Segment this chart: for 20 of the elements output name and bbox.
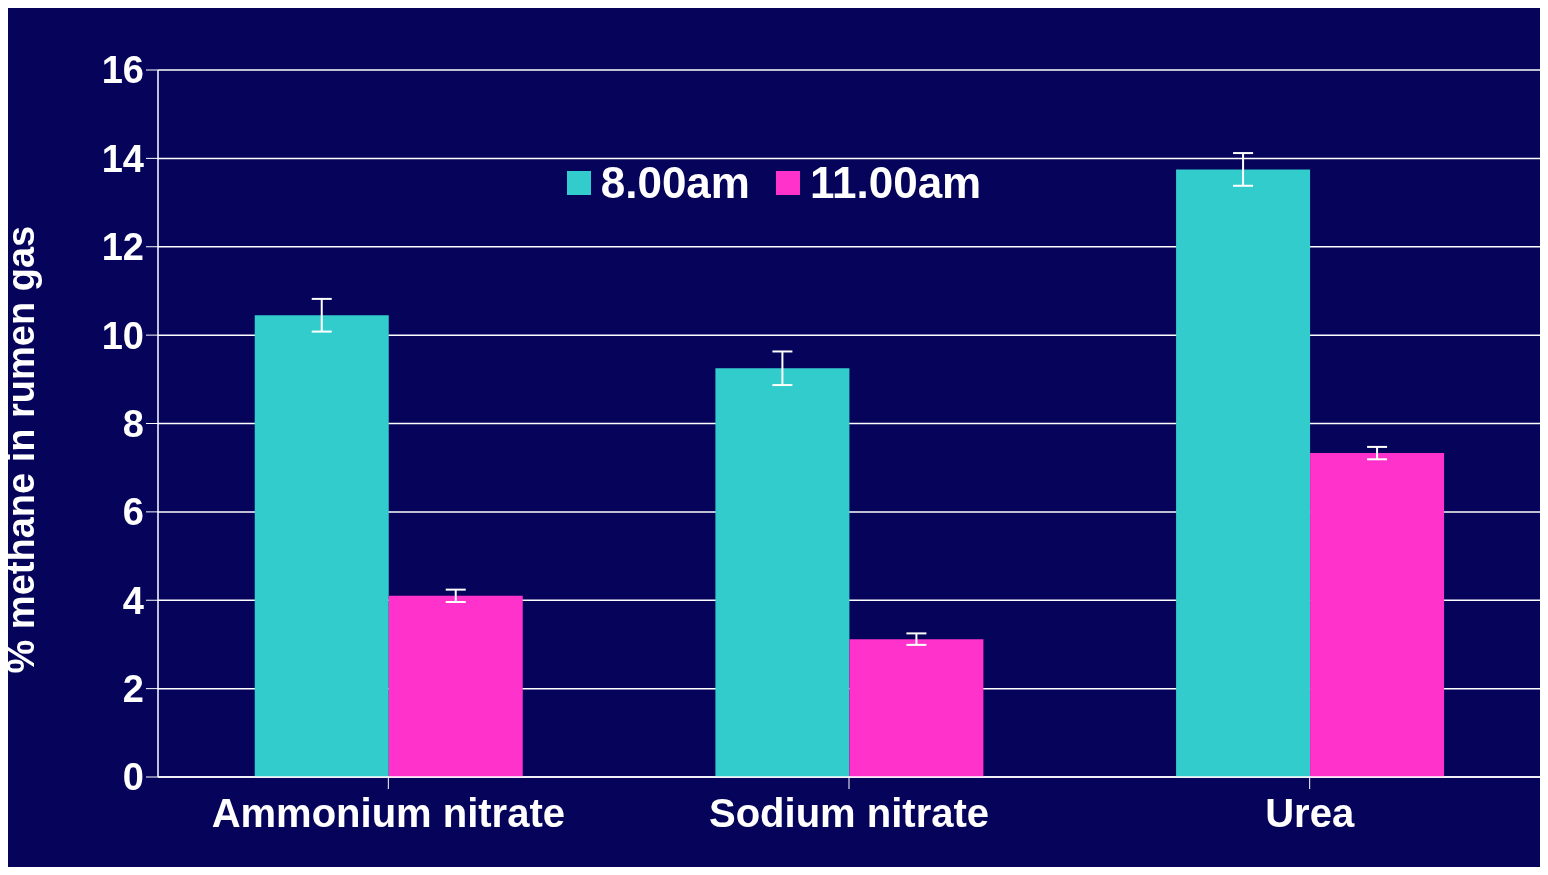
y-tick-label: 2 <box>122 668 144 711</box>
y-tick-label: 8 <box>122 402 144 445</box>
bar <box>715 368 850 777</box>
y-tick-label: 0 <box>122 756 144 799</box>
bar <box>849 639 984 777</box>
y-tick-label: 16 <box>101 49 144 92</box>
bar <box>1310 453 1445 777</box>
y-tick-label: 12 <box>101 226 144 269</box>
y-tick-label: 6 <box>122 491 144 534</box>
bar <box>388 595 523 777</box>
bar <box>1176 169 1311 777</box>
x-tick-label: Sodium nitrate <box>708 791 990 836</box>
legend-label: 11.00am <box>809 158 982 208</box>
x-tick-label: Ammonium nitrate <box>211 791 566 836</box>
y-tick-label: 10 <box>101 314 144 357</box>
legend-label: 8.00am <box>600 158 750 208</box>
x-tick-label: Urea <box>1265 791 1355 836</box>
y-tick-label: 14 <box>101 137 144 180</box>
bar <box>254 315 389 777</box>
y-tick-label: 4 <box>122 579 144 622</box>
